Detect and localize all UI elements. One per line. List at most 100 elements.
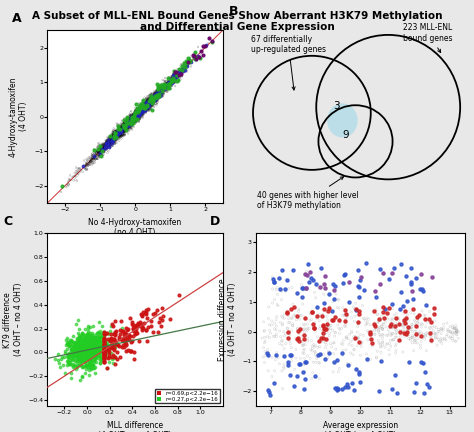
Point — [118, 124, 125, 131]
Point — [141, 104, 148, 111]
Point — [143, 103, 151, 110]
Point — [133, 111, 141, 118]
Point — [106, 336, 113, 343]
Point — [131, 112, 139, 119]
Point — [114, 342, 121, 349]
Point — [148, 95, 156, 102]
Point — [143, 101, 151, 108]
Point — [107, 133, 115, 140]
Point — [95, 152, 102, 159]
Point — [154, 92, 161, 99]
Point — [299, 301, 306, 308]
Point — [105, 143, 112, 150]
Point — [155, 90, 163, 97]
Point — [111, 360, 119, 367]
Point — [114, 123, 122, 130]
Point — [387, 332, 394, 339]
Point — [128, 117, 136, 124]
Point — [264, 346, 272, 353]
Point — [84, 343, 92, 350]
Point — [334, 321, 342, 328]
Point — [129, 114, 137, 121]
Point — [140, 105, 147, 112]
Point — [117, 126, 124, 133]
Point — [154, 89, 162, 96]
Point — [151, 91, 158, 98]
Point — [438, 325, 445, 332]
Point — [99, 355, 106, 362]
Point — [115, 126, 123, 133]
Point — [142, 98, 150, 105]
Point — [146, 101, 153, 108]
Point — [126, 111, 133, 118]
Point — [182, 66, 190, 73]
Point — [87, 349, 95, 356]
Point — [113, 133, 121, 140]
Point — [137, 103, 144, 110]
Point — [90, 146, 98, 152]
Point — [159, 85, 167, 92]
Point — [125, 117, 133, 124]
Point — [117, 130, 124, 137]
Point — [126, 121, 133, 128]
Point — [144, 100, 152, 107]
Point — [124, 121, 132, 127]
Point — [89, 346, 97, 353]
Point — [132, 112, 139, 119]
Point — [122, 340, 130, 347]
Point — [110, 133, 118, 140]
Point — [83, 353, 91, 360]
Point — [110, 128, 118, 135]
Point — [155, 90, 163, 97]
Point — [136, 109, 143, 116]
Point — [137, 108, 145, 115]
Point — [109, 127, 117, 134]
Point — [165, 79, 173, 86]
Point — [133, 322, 140, 329]
Point — [145, 102, 152, 109]
Point — [82, 337, 89, 344]
Point — [151, 93, 159, 100]
Point — [106, 137, 114, 144]
Point — [79, 362, 87, 369]
Point — [134, 111, 142, 118]
Point — [105, 140, 112, 147]
Point — [110, 133, 118, 140]
Point — [126, 123, 134, 130]
Point — [119, 127, 127, 134]
Point — [119, 122, 127, 129]
Point — [412, 274, 419, 281]
Point — [84, 156, 91, 163]
Point — [149, 99, 156, 106]
Point — [100, 144, 108, 151]
Point — [355, 335, 362, 342]
Point — [308, 316, 315, 323]
Point — [119, 129, 127, 136]
Point — [78, 337, 85, 343]
Point — [136, 108, 144, 115]
Point — [155, 96, 163, 103]
Point — [327, 322, 335, 329]
Point — [144, 103, 151, 110]
Point — [128, 114, 136, 121]
Point — [145, 97, 153, 104]
Point — [115, 126, 123, 133]
Point — [423, 381, 430, 388]
Point — [156, 86, 164, 93]
Point — [405, 325, 413, 332]
Point — [126, 116, 133, 123]
Point — [355, 308, 363, 314]
Point — [154, 92, 161, 99]
Point — [133, 115, 141, 122]
Point — [208, 37, 216, 44]
Point — [110, 133, 118, 140]
Point — [108, 353, 116, 360]
Point — [116, 126, 124, 133]
Point — [128, 116, 136, 123]
Point — [138, 105, 146, 112]
Point — [73, 345, 81, 352]
Point — [110, 134, 118, 141]
Point — [91, 147, 98, 154]
Point — [161, 82, 168, 89]
Point — [109, 136, 117, 143]
